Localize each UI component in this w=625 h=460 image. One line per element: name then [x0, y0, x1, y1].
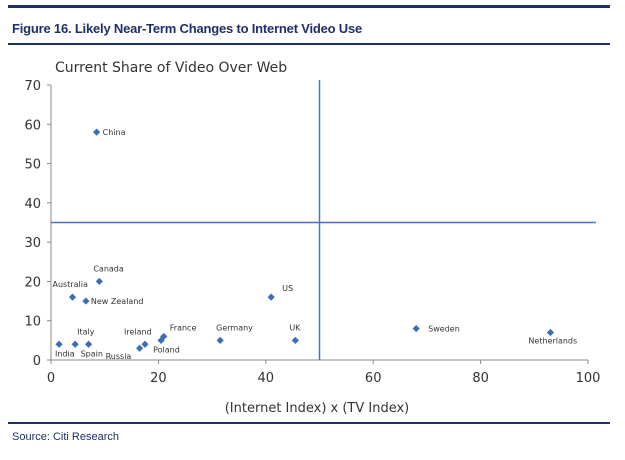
- point-canada: [95, 277, 103, 286]
- point-australia: [68, 293, 77, 301]
- x-tick-label: 100: [576, 371, 601, 386]
- y-tick-label: 70: [24, 79, 41, 94]
- point-france: [160, 332, 168, 341]
- point-label-germany: Germany: [216, 323, 253, 332]
- chart-title: Current Share of Video Over Web: [55, 60, 287, 76]
- point-italy: [71, 340, 79, 348]
- y-tick-label: 10: [24, 315, 41, 330]
- point-netherlands: [546, 328, 555, 337]
- point-russia: [136, 344, 144, 352]
- point-us: [267, 293, 275, 301]
- bottom-rule: [8, 422, 610, 424]
- point-india: [55, 340, 63, 348]
- y-tick-label: 40: [24, 197, 41, 212]
- y-tick-label: 30: [24, 236, 41, 251]
- point-label-poland: Poland: [153, 345, 180, 354]
- point-label-china: China: [103, 128, 126, 137]
- x-tick-label: 80: [472, 371, 489, 386]
- point-label-ireland: Ireland: [124, 327, 152, 336]
- x-tick-label: 40: [258, 371, 275, 386]
- point-new-zealand: [82, 297, 90, 305]
- y-tick-label: 50: [24, 158, 41, 173]
- point-poland: [157, 336, 165, 344]
- point-label-russia: Russia: [106, 352, 132, 361]
- source-note: Source: Citi Research: [12, 431, 119, 443]
- y-tick-label: 20: [24, 275, 41, 290]
- point-label-spain: Spain: [81, 349, 103, 358]
- x-tick-label: 20: [150, 371, 167, 386]
- point-label-sweden: Sweden: [428, 325, 460, 334]
- title-rule: [8, 43, 610, 45]
- point-china: [93, 128, 101, 136]
- x-tick-label: 0: [47, 371, 55, 386]
- figure-title: Figure 16. Likely Near-Term Changes to I…: [12, 21, 363, 36]
- point-label-italy: Italy: [77, 327, 95, 336]
- point-spain: [84, 340, 93, 348]
- x-tick-label: 60: [365, 371, 382, 386]
- point-label-india: India: [55, 349, 75, 358]
- point-label-uk: UK: [289, 323, 301, 332]
- top-rule: [8, 5, 610, 8]
- point-label-australia: Australia: [52, 280, 87, 289]
- point-germany: [216, 336, 224, 344]
- point-uk: [291, 336, 299, 344]
- point-label-netherlands: Netherlands: [528, 337, 577, 346]
- y-tick-label: 60: [24, 118, 41, 133]
- point-label-new-zealand: New Zealand: [91, 297, 144, 306]
- point-label-canada: Canada: [93, 264, 124, 273]
- point-ireland: [141, 340, 149, 348]
- point-label-france: France: [170, 323, 197, 332]
- x-axis-label: (Internet Index) x (TV Index): [225, 401, 410, 416]
- point-sweden: [412, 324, 420, 333]
- point-label-us: US: [282, 284, 293, 293]
- y-tick-label: 0: [33, 354, 41, 369]
